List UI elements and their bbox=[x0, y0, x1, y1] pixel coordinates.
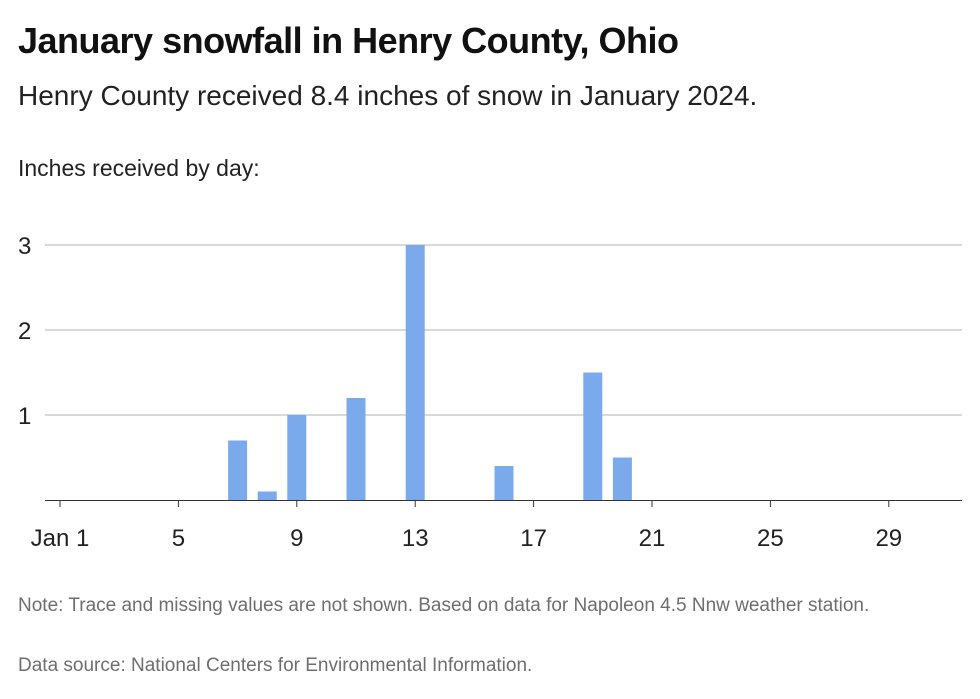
bars bbox=[228, 245, 632, 500]
x-tick-label: 25 bbox=[757, 525, 784, 552]
x-tick-label: 17 bbox=[520, 525, 547, 552]
bar bbox=[405, 245, 425, 500]
bar bbox=[228, 440, 248, 500]
data-source: Data source: National Centers for Enviro… bbox=[18, 655, 533, 676]
bar bbox=[257, 491, 277, 500]
chart-subtitle: Henry County received 8.4 inches of snow… bbox=[18, 80, 758, 111]
y-tick-label: 2 bbox=[18, 318, 31, 345]
x-tick-label: Jan 1 bbox=[31, 525, 90, 552]
footnote: Note: Trace and missing values are not s… bbox=[18, 595, 870, 616]
x-tick-label: 5 bbox=[172, 525, 185, 552]
bar bbox=[583, 372, 603, 500]
x-tick-label: 9 bbox=[290, 525, 303, 552]
x-tick-labels: Jan 1 5 9 13 17 21 25 29 bbox=[31, 525, 903, 552]
chart-title: January snowfall in Henry County, Ohio bbox=[18, 20, 679, 61]
x-tick-label: 21 bbox=[639, 525, 666, 552]
y-tick-label: 1 bbox=[18, 403, 31, 430]
y-tick-label: 3 bbox=[18, 233, 31, 260]
y-tick-labels: 1 2 3 bbox=[18, 233, 31, 430]
gridlines bbox=[45, 244, 962, 416]
bar bbox=[494, 466, 514, 500]
x-tick-label: 29 bbox=[875, 525, 902, 552]
x-tick-label: 13 bbox=[402, 525, 429, 552]
bar bbox=[612, 457, 632, 500]
x-axis bbox=[45, 500, 962, 507]
bar bbox=[287, 415, 307, 500]
y-axis-caption: Inches received by day: bbox=[18, 155, 260, 181]
bar bbox=[346, 398, 366, 500]
